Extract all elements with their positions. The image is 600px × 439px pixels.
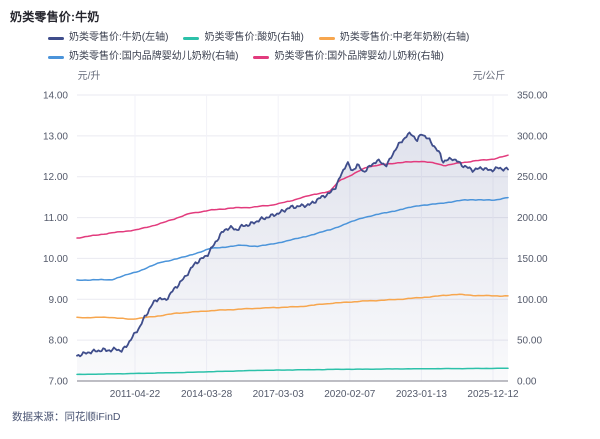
legend-row-1: 奶类零售价:牛奶(左轴) 奶类零售价:酸奶(右轴) 奶类零售价:中老年奶粉(右轴) (48, 32, 600, 44)
left-axis-tick: 9.00 (49, 295, 69, 306)
right-axis-tick: 250.00 (517, 172, 548, 183)
right-axis-tick: 350.00 (517, 91, 548, 102)
x-axis-tick: 2023-01-13 (396, 389, 448, 400)
milk-price-area (77, 132, 508, 381)
data-source-label: 数据来源：同花顺iFinD (12, 411, 121, 423)
legend-item-3[interactable]: 奶类零售价:国内品牌婴幼儿奶粉(右轴) (48, 51, 238, 63)
chart-series-1 (76, 367, 509, 376)
chart-series-0 (76, 131, 509, 358)
x-axis-tick: 2014-03-28 (181, 389, 233, 400)
left-axis-tick: 14.00 (43, 91, 68, 102)
left-axis-tick: 8.00 (49, 336, 69, 347)
left-axis-unit: 元/升 (78, 70, 101, 82)
legend-swatch-icon (48, 55, 64, 59)
legend-item-label: 奶类零售价:国内品牌婴幼儿奶粉(右轴) (69, 51, 239, 62)
right-axis-tick: 100.00 (517, 295, 548, 306)
legend-swatch-icon (183, 36, 200, 40)
x-axis-tick: 2011-04-22 (110, 389, 161, 400)
left-axis-tick: 11.00 (44, 213, 69, 224)
left-axis-tick: 7.00 (49, 377, 69, 388)
left-axis-tick: 10.00 (43, 254, 68, 265)
legend-swatch-icon (253, 55, 270, 59)
legend-item-label: 奶类零售价:酸奶(右轴) (204, 32, 304, 43)
right-axis-tick: 50.00 (517, 336, 542, 347)
legend-row-2: 奶类零售价:国内品牌婴幼儿奶粉(右轴) 奶类零售价:国外品牌婴幼儿奶粉(右轴) (48, 51, 600, 63)
legend-item-label: 奶类零售价:国外品牌婴幼儿奶粉(右轴) (274, 51, 444, 62)
chart-series-4 (76, 154, 509, 239)
chart-legend: 奶类零售价:牛奶(左轴) 奶类零售价:酸奶(右轴) 奶类零售价:中老年奶粉(右轴) … (0, 32, 600, 63)
chart-series-3 (76, 196, 509, 282)
right-axis-unit: 元/公斤 (473, 70, 506, 82)
left-axis-tick: 13.00 (43, 131, 68, 142)
legend-item-0[interactable]: 奶类零售价:牛奶(左轴) (48, 32, 168, 44)
x-axis-tick: 2020-02-07 (324, 389, 376, 400)
x-axis-tick: 2025-12-12 (467, 389, 519, 400)
page-title: 奶类零售价:牛奶 (10, 10, 100, 24)
x-axis-tick: 2017-03-03 (253, 389, 305, 400)
legend-swatch-icon (318, 36, 335, 40)
right-axis-tick: 200.00 (517, 213, 548, 224)
legend-item-2[interactable]: 奶类零售价:中老年奶粉(右轴) (318, 32, 470, 44)
left-axis-tick: 12.00 (43, 172, 68, 183)
legend-item-1[interactable]: 奶类零售价:酸奶(右轴) (183, 32, 304, 44)
legend-swatch-icon (48, 36, 64, 40)
legend-item-label: 奶类零售价:中老年奶粉(右轴) (339, 32, 470, 43)
right-axis-tick: 0.00 (517, 377, 537, 388)
legend-item-label: 奶类零售价:牛奶(左轴) (69, 32, 169, 43)
legend-item-4[interactable]: 奶类零售价:国外品牌婴幼儿奶粉(右轴) (253, 51, 444, 63)
right-axis-tick: 300.00 (517, 131, 548, 142)
chart-series-2 (76, 293, 509, 320)
right-axis-tick: 150.00 (517, 254, 548, 265)
